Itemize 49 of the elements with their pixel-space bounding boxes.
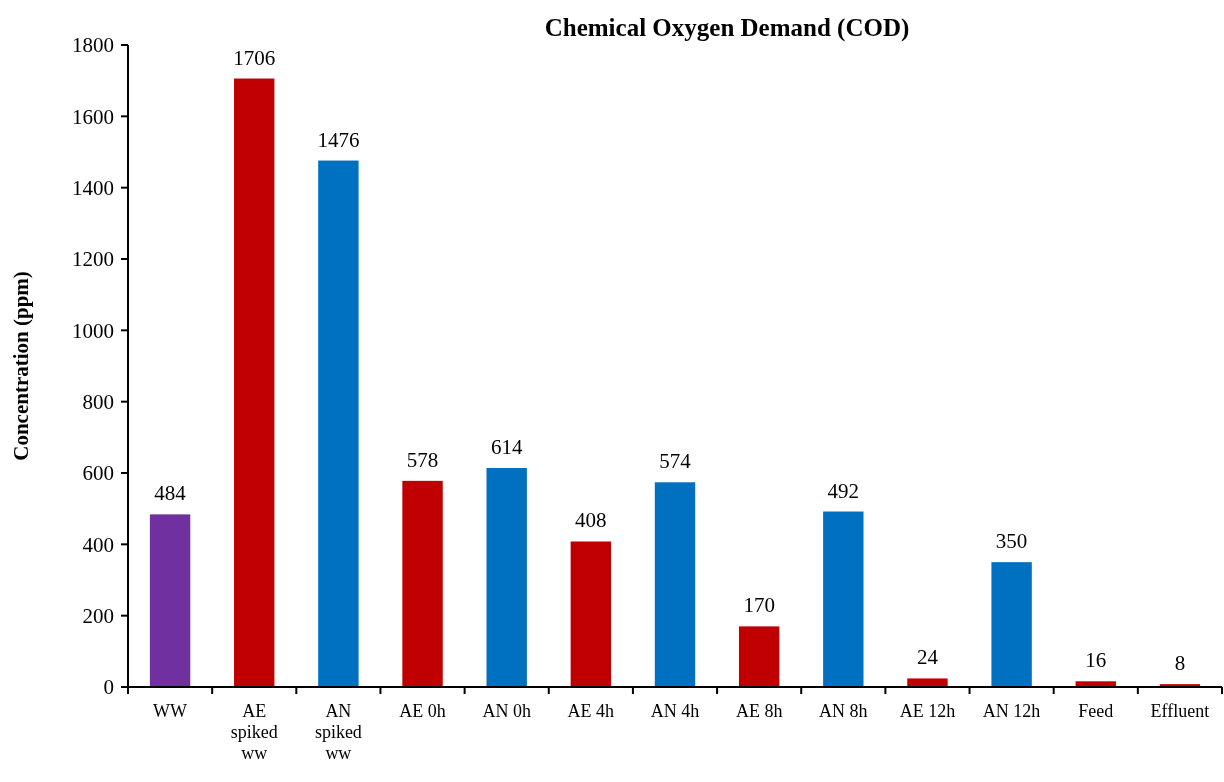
data-label: 578 bbox=[406, 447, 439, 472]
y-tick-label: 1400 bbox=[72, 176, 114, 201]
data-label: 16 bbox=[1085, 648, 1107, 673]
x-tick-label: AE spiked ww bbox=[230, 701, 278, 763]
y-tick-label: 200 bbox=[82, 604, 114, 629]
y-tick-label: 1000 bbox=[72, 318, 114, 343]
data-label: 484 bbox=[154, 481, 187, 506]
x-tick-label: AN spiked ww bbox=[314, 701, 362, 763]
bar bbox=[318, 160, 359, 687]
bar bbox=[991, 562, 1032, 687]
x-tick-label: AN 12h bbox=[982, 701, 1041, 721]
bar bbox=[570, 541, 612, 687]
data-label: 614 bbox=[490, 435, 523, 460]
data-label: 1706 bbox=[233, 45, 276, 70]
y-tick-label: 0 bbox=[103, 675, 114, 700]
x-tick-label: AN 8h bbox=[819, 701, 868, 721]
x-tick-label: AE 12h bbox=[899, 701, 956, 721]
bar bbox=[402, 480, 443, 687]
data-label: 1476 bbox=[317, 127, 360, 152]
bar bbox=[234, 78, 275, 687]
chart-title: Chemical Oxygen Demand (COD) bbox=[544, 14, 910, 42]
data-label: 408 bbox=[575, 508, 607, 533]
bar bbox=[823, 511, 864, 687]
x-tick-label: AE 4h bbox=[567, 701, 615, 721]
data-label: 24 bbox=[916, 645, 939, 670]
y-axis-title: Concentration (ppm) bbox=[9, 271, 33, 461]
x-tick-label: AN 0h bbox=[482, 701, 531, 721]
data-label: 8 bbox=[1174, 651, 1186, 676]
x-tick-label: Effluent bbox=[1150, 701, 1210, 721]
y-tick-label: 600 bbox=[82, 461, 114, 486]
x-tick-label: Feed bbox=[1078, 701, 1114, 721]
y-tick-label: 1800 bbox=[72, 33, 114, 58]
x-tick-label: AN 4h bbox=[650, 701, 700, 721]
y-tick-label: 1200 bbox=[72, 247, 114, 272]
data-label: 170 bbox=[743, 593, 775, 618]
data-label: 574 bbox=[659, 449, 692, 474]
y-tick-label: 1600 bbox=[72, 104, 114, 129]
bar bbox=[907, 678, 948, 687]
bar bbox=[738, 626, 780, 687]
bar bbox=[149, 514, 191, 687]
data-label: 492 bbox=[827, 478, 860, 503]
y-tick-label: 400 bbox=[82, 532, 114, 557]
bar bbox=[486, 468, 527, 687]
bar bbox=[654, 482, 696, 687]
x-tick-label: AE 0h bbox=[399, 701, 446, 721]
x-tick-label: AE 8h bbox=[735, 701, 783, 721]
data-label: 350 bbox=[995, 529, 1028, 554]
x-tick-label: WW bbox=[153, 701, 188, 721]
y-tick-label: 800 bbox=[82, 390, 114, 415]
